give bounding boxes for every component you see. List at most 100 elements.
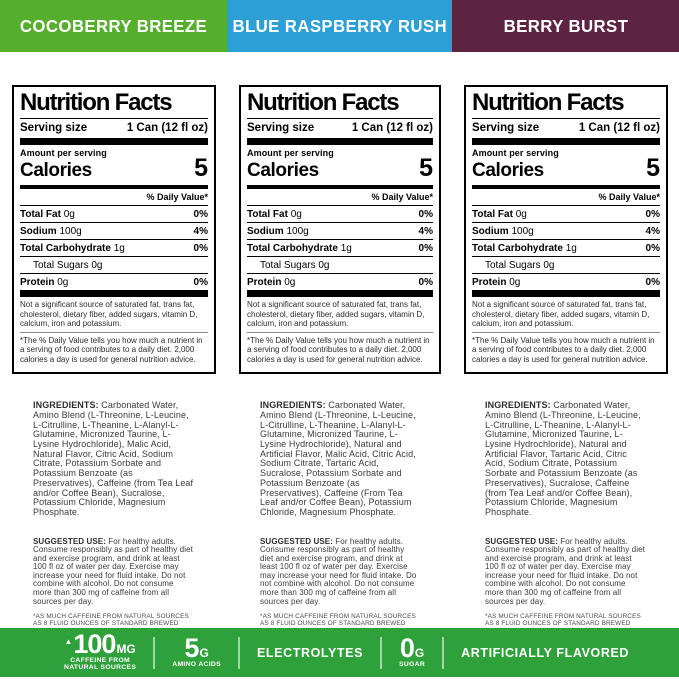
- not-significant-note: Not a significant source of saturated fa…: [247, 300, 425, 329]
- suggested-use-text: SUGGESTED USE: For healthy adults. Consu…: [33, 536, 194, 606]
- nutrient-name: Protein: [247, 276, 282, 288]
- flavor-name: COCOBERRY BREEZE: [19, 15, 208, 36]
- suggested-use-label: SUGGESTED USE:: [485, 536, 558, 546]
- serving-size-label: Serving size: [20, 122, 88, 135]
- nutrient-row-carbohydrate: Total Carbohydrate 1g 0%: [20, 240, 208, 258]
- ingredients-label: INGREDIENTS:: [485, 400, 551, 411]
- suggested-use-label: SUGGESTED USE:: [33, 536, 106, 546]
- nutrient-dv: 0%: [645, 242, 660, 254]
- calories-row: Calories 5: [20, 156, 208, 185]
- nutrition-facts-title: Nutrition Facts: [20, 90, 208, 120]
- calories-label: Calories: [472, 160, 544, 182]
- nutrient-name: Sodium: [472, 225, 509, 237]
- nutrient-dv: 0%: [193, 208, 208, 220]
- nutrient-name: Total Fat: [20, 208, 61, 220]
- amino-label: AMINO ACIDS: [172, 660, 221, 668]
- nutrition-panel-slot: Nutrition Facts Serving size 1 Can (12 f…: [452, 85, 679, 375]
- nutrition-panel-slot: Nutrition Facts Serving size 1 Can (12 f…: [227, 85, 452, 375]
- nutrient-amount: 0g: [91, 259, 103, 271]
- nutrient-amount: 0g: [509, 276, 521, 288]
- nutrient-dv: 0%: [645, 208, 660, 220]
- medium-divider: [20, 185, 208, 190]
- nutrient-name: Total Fat: [247, 208, 288, 220]
- ingredients-body: Carbonated Water, Amino Blend (L-Threoni…: [485, 400, 641, 517]
- not-significant-note: Not a significant source of saturated fa…: [472, 300, 650, 329]
- ingredients-body: Carbonated Water, Amino Blend (L-Threoni…: [33, 400, 194, 517]
- nutrient-row-total-fat: Total Fat 0g 0%: [247, 206, 433, 224]
- serving-size-value: 1 Can (12 fl oz): [126, 122, 208, 135]
- nutrient-dv: 0%: [418, 276, 433, 288]
- footnote-triangle-icon: ▲: [64, 636, 73, 646]
- caffeine-label-line1: CAFFEINE FROM: [70, 656, 131, 664]
- nutrient-dv: 4%: [193, 225, 208, 237]
- thick-divider: [247, 290, 433, 298]
- nutrient-name: Total Carbohydrate: [20, 242, 111, 254]
- nutrient-name: Total Sugars: [485, 259, 541, 271]
- nutrient-name: Total Sugars: [33, 259, 89, 271]
- suggested-use-body: For healthy adults. Consume responsibly …: [485, 536, 645, 606]
- thick-divider: [247, 138, 433, 146]
- nutrient-dv: 0%: [645, 276, 660, 288]
- nutrient-amount: 1g: [340, 242, 352, 254]
- nutrition-facts-title: Nutrition Facts: [472, 90, 660, 120]
- nutrient-dv: 4%: [418, 225, 433, 237]
- nutrient-row-protein: Protein 0g 0%: [247, 274, 433, 290]
- nutrient-amount: 100g: [511, 225, 534, 237]
- suggested-use-text: SUGGESTED USE: For healthy adults. Consu…: [260, 536, 419, 606]
- nutrient-name: Protein: [20, 276, 55, 288]
- daily-value-header: % Daily Value*: [20, 189, 208, 207]
- nutrition-facts-title: Nutrition Facts: [247, 90, 433, 120]
- flavor-header-blue-raspberry-rush: BLUE RASPBERRY RUSH: [227, 0, 452, 52]
- serving-size-row: Serving size 1 Can (12 fl oz): [247, 119, 433, 138]
- nutrient-row-sodium: Sodium 100g 4%: [472, 223, 660, 241]
- nutrient-amount: 100g: [286, 225, 309, 237]
- nutrient-dv: 4%: [645, 225, 660, 237]
- medium-divider: [247, 185, 433, 190]
- sugar-value: 0: [399, 632, 415, 663]
- nutrient-dv: 0%: [193, 242, 208, 254]
- serving-size-label: Serving size: [247, 122, 315, 135]
- nutrient-dv: 0%: [193, 276, 208, 288]
- caffeine-label-line2: NATURAL SOURCES: [64, 664, 137, 672]
- nutrient-name: Sodium: [247, 225, 284, 237]
- nutrient-amount: 0g: [290, 208, 302, 220]
- sugar-unit: G: [414, 645, 425, 660]
- amino-value: 5: [184, 632, 199, 663]
- nutrient-name: Total Fat: [472, 208, 513, 220]
- calories-row: Calories 5: [247, 154, 433, 185]
- nutrient-amount: 0g: [318, 259, 330, 271]
- banner-divider: [380, 636, 383, 669]
- caffeine-stat: ▲ 100 MG CAFFEINE FROM NATURAL SOURCES: [64, 630, 137, 672]
- ingredients-text: INGREDIENTS: Carbonated Water, Amino Ble…: [260, 400, 419, 518]
- nutrient-row-total-fat: Total Fat 0g 0%: [20, 206, 208, 224]
- amino-value-line: 5 G: [184, 632, 208, 663]
- nutrient-amount: 100g: [59, 225, 82, 237]
- sugar-stat: 0 G SUGAR: [399, 632, 426, 669]
- flavor-header-cocoberry-breeze: COCOBERRY BREEZE: [0, 0, 227, 52]
- nutrient-row-total-sugars: Total Sugars 0g: [472, 257, 660, 275]
- nutrition-facts-panel: Nutrition Facts Serving size 1 Can (12 f…: [464, 85, 668, 375]
- ingredients-text: INGREDIENTS: Carbonated Water, Amino Ble…: [485, 400, 646, 518]
- nutrition-panel-slot: Nutrition Facts Serving size 1 Can (12 f…: [0, 85, 227, 375]
- nutrient-row-protein: Protein 0g 0%: [20, 274, 208, 290]
- column-cocoberry-breeze: COCOBERRY BREEZE Nutrition Facts Serving…: [0, 0, 227, 635]
- amount-per-serving-label: Amount per serving: [472, 148, 559, 159]
- daily-value-footnote: *The % Daily Value tells you how much a …: [247, 331, 433, 367]
- nutrient-amount: 0g: [63, 208, 75, 220]
- nutrient-name: Total Carbohydrate: [472, 242, 563, 254]
- medium-divider: [472, 185, 660, 190]
- suggested-use-body: For healthy adults. Consume responsibly …: [260, 536, 417, 606]
- calories-label: Calories: [247, 160, 319, 182]
- nutrient-amount: 1g: [113, 242, 125, 254]
- ingredients-body: Carbonated Water, Amino Blend (L-Threoni…: [260, 400, 416, 517]
- nutrient-amount: 0g: [515, 208, 527, 220]
- flavor-columns: COCOBERRY BREEZE Nutrition Facts Serving…: [0, 0, 679, 635]
- daily-value-footnote: *The % Daily Value tells you how much a …: [20, 331, 208, 367]
- sugar-label: SUGAR: [399, 660, 426, 668]
- serving-size-row: Serving size 1 Can (12 fl oz): [472, 119, 660, 138]
- nutrition-facts-panel: Nutrition Facts Serving size 1 Can (12 f…: [239, 85, 441, 375]
- column-berry-burst: BERRY BURST Nutrition Facts Serving size…: [452, 0, 679, 635]
- calories-value: 5: [419, 154, 433, 183]
- nutrient-row-sodium: Sodium 100g 4%: [247, 223, 433, 241]
- daily-value-footnote: *The % Daily Value tells you how much a …: [472, 331, 660, 367]
